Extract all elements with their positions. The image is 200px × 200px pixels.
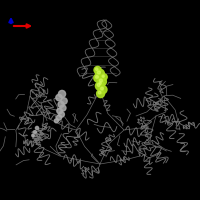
Circle shape: [95, 75, 98, 78]
Circle shape: [95, 82, 104, 90]
Circle shape: [97, 90, 105, 98]
Circle shape: [97, 83, 100, 86]
Circle shape: [59, 112, 64, 117]
Circle shape: [98, 81, 104, 87]
Circle shape: [60, 105, 66, 111]
Circle shape: [57, 108, 62, 114]
Circle shape: [56, 94, 62, 101]
Circle shape: [98, 77, 106, 86]
Circle shape: [95, 68, 98, 70]
Circle shape: [94, 66, 101, 74]
Circle shape: [94, 74, 102, 82]
Circle shape: [101, 74, 107, 80]
Circle shape: [61, 98, 67, 104]
Circle shape: [58, 90, 66, 98]
Circle shape: [99, 86, 107, 94]
Circle shape: [99, 82, 101, 84]
Circle shape: [34, 131, 36, 133]
Circle shape: [58, 101, 64, 107]
Circle shape: [99, 79, 102, 82]
Circle shape: [96, 69, 104, 78]
Circle shape: [54, 119, 58, 123]
Circle shape: [98, 91, 101, 94]
Circle shape: [56, 115, 62, 120]
Circle shape: [97, 71, 100, 74]
Circle shape: [102, 75, 104, 77]
Circle shape: [35, 126, 39, 130]
Circle shape: [101, 87, 103, 90]
Circle shape: [32, 134, 34, 137]
